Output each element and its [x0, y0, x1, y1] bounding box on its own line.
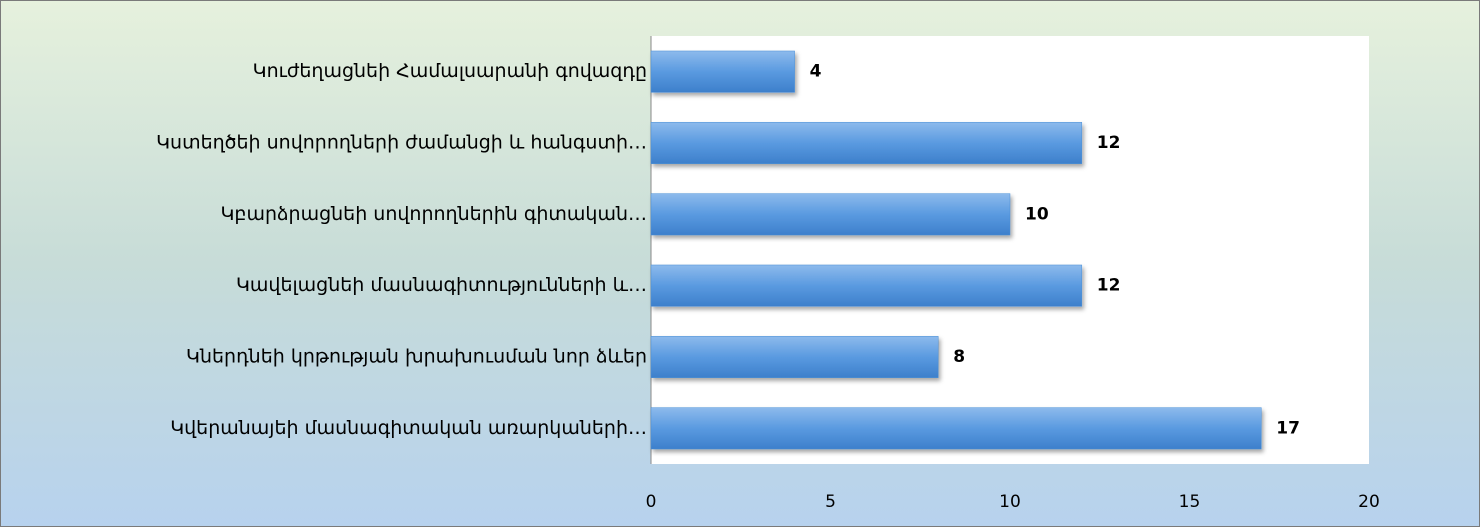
x-tick-label: 0: [646, 492, 657, 512]
data-label: 8: [953, 347, 965, 367]
bar: [650, 407, 1262, 450]
y-tick-label: Կստեղծեի սովորողների ժամանցի և հանգստի…: [156, 132, 647, 154]
data-label: 4: [810, 62, 822, 82]
y-tick-label: Կավելացնեի մասնագիտությունների և…: [236, 274, 647, 296]
y-tick-label: Կներդնեի կրթության խրախուսման նոր ձևեր: [186, 346, 647, 368]
bar: [650, 193, 1011, 236]
data-label: 17: [1276, 418, 1300, 438]
bar: [650, 50, 795, 93]
data-label: 12: [1097, 276, 1121, 296]
bar: [650, 122, 1083, 164]
plot-area: [651, 36, 1369, 464]
bar: [650, 264, 1083, 307]
y-tick-label: Կբարձրացնեի սովորողներին գիտական…: [221, 203, 648, 225]
x-tick-label: 20: [1358, 492, 1380, 512]
y-tick-label: Կվերանայեի մասնագիտական առարկաների…: [170, 417, 647, 439]
x-tick-label: 5: [825, 492, 836, 512]
data-label: 10: [1025, 204, 1049, 224]
y-tick-label: Կուժեղացնեի Համալսարանի գովազդը: [253, 60, 647, 82]
bar: [650, 336, 939, 378]
data-label: 12: [1097, 133, 1121, 153]
x-tick-label: 10: [999, 492, 1021, 512]
x-tick-label: 15: [1179, 492, 1201, 512]
